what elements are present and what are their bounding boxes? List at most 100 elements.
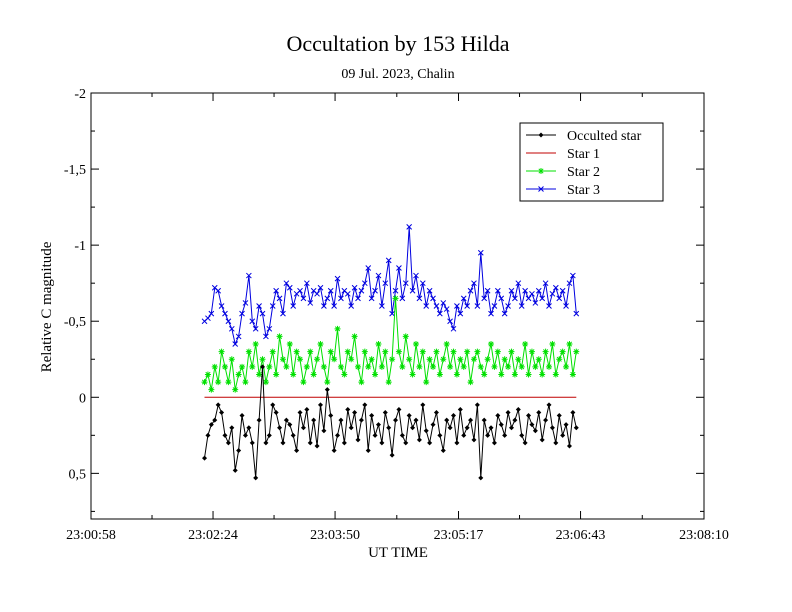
data-point xyxy=(464,348,471,355)
data-point xyxy=(365,448,371,454)
data-point xyxy=(304,406,310,412)
data-point xyxy=(300,379,307,386)
data-point xyxy=(385,257,392,264)
data-point xyxy=(290,432,296,438)
data-point xyxy=(402,280,409,287)
data-point xyxy=(262,379,269,386)
data-point xyxy=(494,287,501,294)
data-point xyxy=(526,413,532,419)
data-point xyxy=(470,356,477,363)
data-point xyxy=(263,333,269,340)
data-point xyxy=(361,348,368,355)
data-point xyxy=(327,287,334,294)
legend-label: Star 2 xyxy=(567,165,600,180)
data-point xyxy=(420,402,426,408)
data-point xyxy=(222,432,228,438)
data-point xyxy=(379,440,385,446)
data-point xyxy=(518,363,525,370)
data-point xyxy=(549,341,556,348)
data-point xyxy=(512,295,518,302)
data-point xyxy=(348,303,355,309)
data-point xyxy=(239,413,245,419)
data-point xyxy=(563,303,569,309)
data-point xyxy=(488,310,494,317)
data-point xyxy=(307,440,313,446)
data-point xyxy=(399,295,406,302)
data-point xyxy=(375,272,382,279)
data-point xyxy=(232,386,239,393)
data-point xyxy=(389,452,395,458)
series-star-2 xyxy=(201,295,580,393)
data-point xyxy=(270,402,276,408)
data-point xyxy=(205,315,211,322)
x-tick-label: 23:06:43 xyxy=(556,528,606,543)
data-point xyxy=(481,371,488,378)
data-point xyxy=(430,422,436,428)
data-point xyxy=(389,356,396,363)
data-point xyxy=(389,310,395,317)
data-point xyxy=(392,295,399,302)
data-point xyxy=(505,303,511,309)
data-point xyxy=(546,363,553,370)
data-point xyxy=(293,348,300,355)
data-point xyxy=(317,341,324,348)
data-point xyxy=(501,310,508,317)
data-point xyxy=(341,440,347,446)
data-point xyxy=(365,363,372,370)
data-point xyxy=(553,440,559,446)
data-point xyxy=(427,440,433,446)
data-point xyxy=(454,440,460,446)
data-point xyxy=(419,348,426,355)
data-point xyxy=(249,318,256,325)
data-point xyxy=(331,303,337,309)
data-point xyxy=(358,287,365,294)
data-point xyxy=(375,341,382,348)
data-point xyxy=(542,348,549,355)
data-point xyxy=(403,440,409,446)
data-point xyxy=(297,410,303,415)
data-point xyxy=(491,303,498,309)
data-point xyxy=(528,348,535,355)
data-point xyxy=(529,422,535,428)
data-point xyxy=(477,363,484,370)
data-point xyxy=(352,410,358,415)
data-point xyxy=(266,363,273,370)
data-point xyxy=(535,287,542,294)
data-point xyxy=(246,272,252,279)
data-point xyxy=(515,280,522,287)
data-point xyxy=(327,348,334,355)
data-point xyxy=(440,448,446,454)
data-point xyxy=(430,363,437,370)
y-axis-label: Relative C magnitude xyxy=(39,241,55,372)
legend-label: Star 1 xyxy=(567,147,600,162)
data-point xyxy=(491,363,498,370)
data-point xyxy=(508,287,515,294)
x-tick-label: 23:05:17 xyxy=(434,528,484,543)
plot-frame xyxy=(90,92,705,520)
data-point xyxy=(369,413,375,419)
data-point xyxy=(368,356,375,363)
data-point xyxy=(283,280,290,287)
data-point xyxy=(280,310,286,317)
data-point xyxy=(239,310,245,317)
y-tick-label: -2 xyxy=(74,87,86,102)
data-point xyxy=(314,290,320,297)
data-point xyxy=(294,448,300,454)
data-point xyxy=(433,303,440,309)
y-tick-label: -1,5 xyxy=(64,163,86,178)
data-point xyxy=(269,348,276,355)
x-tick-label: 23:00:58 xyxy=(66,528,116,543)
data-point xyxy=(259,356,266,363)
data-point xyxy=(423,379,430,386)
data-point xyxy=(552,284,559,291)
data-point xyxy=(485,432,491,438)
data-point xyxy=(229,425,235,431)
data-point xyxy=(477,249,484,256)
data-point xyxy=(433,348,440,355)
data-point xyxy=(303,363,310,370)
data-point xyxy=(484,287,491,294)
data-point xyxy=(447,425,453,431)
data-point xyxy=(310,371,317,378)
data-point xyxy=(467,287,474,294)
data-point xyxy=(450,325,457,332)
